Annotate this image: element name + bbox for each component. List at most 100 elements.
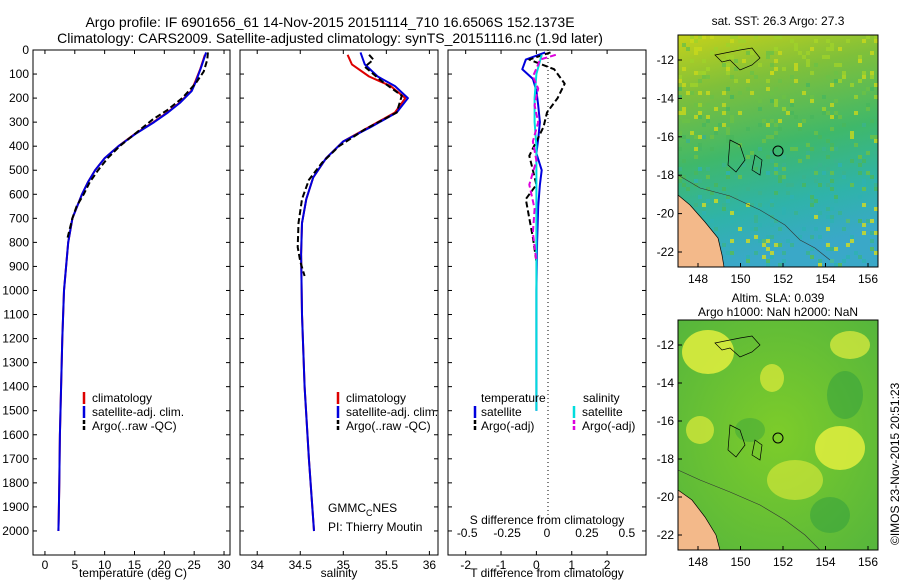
sst-pixel <box>710 147 714 151</box>
sst-pixel <box>814 199 818 203</box>
sst-pixel <box>862 71 866 75</box>
sst-pixel <box>858 219 862 223</box>
sst-pixel <box>790 183 794 187</box>
sst-pixel <box>866 107 870 111</box>
latitude-tick-label: -22 <box>657 245 675 259</box>
sst-pixel <box>826 247 830 251</box>
sst-pixel <box>826 39 830 43</box>
sst-pixel <box>758 123 762 127</box>
sst-pixel <box>870 231 874 235</box>
sst-pixel <box>698 147 702 151</box>
sst-pixel <box>786 111 790 115</box>
sst-pixel <box>862 203 866 207</box>
sst-pixel <box>870 175 874 179</box>
sst-pixel <box>726 199 730 203</box>
sst-pixel <box>858 195 862 199</box>
temperature-xtick-label: 10 <box>98 558 112 572</box>
sst-pixel <box>726 63 730 67</box>
sst-pixel <box>726 87 730 91</box>
difference-xtick-label: 0 <box>533 558 540 572</box>
temperature-xlabel: temperature (deg C) <box>79 566 187 580</box>
sst-pixel <box>790 39 794 43</box>
sst-pixel <box>850 239 854 243</box>
sst-pixel <box>690 83 694 87</box>
sst-pixel <box>782 107 786 111</box>
sst-pixel <box>694 47 698 51</box>
sst-pixel <box>698 107 702 111</box>
sst-pixel <box>746 187 750 191</box>
sst-pixel <box>746 51 750 55</box>
sst-pixel <box>770 119 774 123</box>
sst-pixel <box>698 79 702 83</box>
sst-pixel <box>766 135 770 139</box>
longitude-tick-label: 156 <box>858 272 878 286</box>
sst-pixel <box>746 155 750 159</box>
sst-pixel <box>822 95 826 99</box>
sst-pixel <box>850 159 854 163</box>
sst-pixel <box>710 35 714 39</box>
longitude-tick-label: 148 <box>688 272 708 286</box>
sst-pixel <box>774 191 778 195</box>
difference-series-salinity-argo-adj <box>528 53 557 262</box>
sst-pixel <box>834 79 838 83</box>
depth-tick-label: 400 <box>9 139 29 153</box>
sst-pixel <box>770 235 774 239</box>
sst-pixel <box>698 179 702 183</box>
sst-pixel <box>686 139 690 143</box>
sst-pixel <box>830 171 834 175</box>
sst-pixel <box>786 239 790 243</box>
sst-pixel <box>870 119 874 123</box>
sst-pixel <box>678 167 682 171</box>
sst-pixel <box>694 51 698 55</box>
sst-pixel <box>682 135 686 139</box>
temperature-legend: climatology satellite-adj. clim. Argo(..… <box>82 391 184 433</box>
sst-pixel <box>778 243 782 247</box>
sst-pixel <box>734 79 738 83</box>
sst-pixel <box>826 243 830 247</box>
sst-pixel <box>842 75 846 79</box>
sst-pixel <box>738 111 742 115</box>
sst-pixel <box>726 67 730 71</box>
sst-pixel <box>730 239 734 243</box>
sst-pixel <box>726 195 730 199</box>
sst-pixel <box>794 43 798 47</box>
sst-pixel <box>702 75 706 79</box>
sst-pixel <box>838 211 842 215</box>
sst-pixel <box>750 91 754 95</box>
sst-pixel <box>774 103 778 107</box>
sst-pixel <box>698 91 702 95</box>
sst-pixel <box>706 187 710 191</box>
sst-pixel <box>702 135 706 139</box>
sst-pixel <box>774 243 778 247</box>
pi-name-label: PI: Thierry Moutin <box>328 520 422 534</box>
depth-tick-label: 1000 <box>2 283 29 297</box>
sst-pixel <box>690 59 694 63</box>
temperature-xtick-label: 20 <box>158 558 172 572</box>
sst-pixel <box>754 35 758 39</box>
temperature-xtick-label: 25 <box>188 558 202 572</box>
sst-pixel <box>810 95 814 99</box>
temperature-profile-panel: 0100200300400500600700800900100011001200… <box>2 43 231 580</box>
temperature-xtick-label: 0 <box>42 558 49 572</box>
continental-shelf-contour <box>677 174 831 261</box>
sst-pixel <box>766 55 770 59</box>
sst-pixel <box>754 251 758 255</box>
sst-pixel <box>790 195 794 199</box>
sst-pixel <box>874 83 878 87</box>
sst-pixel <box>698 47 702 51</box>
sst-pixel <box>858 55 862 59</box>
sst-pixel <box>730 251 734 255</box>
legend-climatology-label: climatology <box>346 391 406 405</box>
sst-pixel <box>850 131 854 135</box>
sst-pixel <box>682 67 686 71</box>
sst-pixel <box>678 115 682 119</box>
sst-pixel <box>790 243 794 247</box>
longitude-tick-label: 150 <box>730 272 750 286</box>
sst-pixel <box>762 255 766 259</box>
sst-pixel <box>726 175 730 179</box>
sst-pixel <box>694 115 698 119</box>
sst-pixel <box>726 43 730 47</box>
latitude-tick-label: -16 <box>657 414 675 428</box>
sst-pixel <box>746 239 750 243</box>
sst-pixel <box>726 55 730 59</box>
